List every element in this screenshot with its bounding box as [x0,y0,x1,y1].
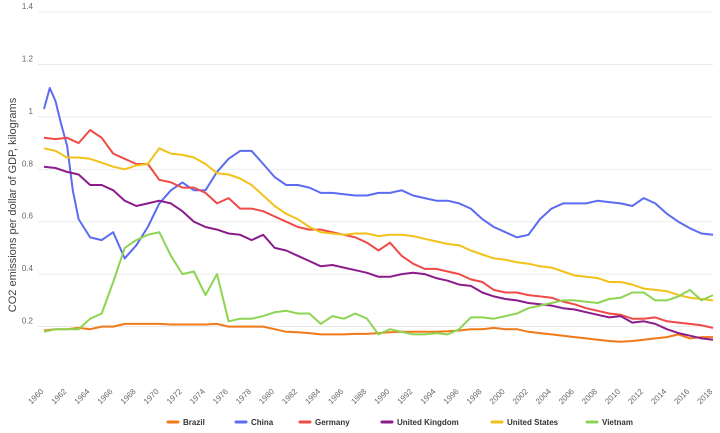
series-line-united-states [43,147,714,302]
x-tick-label: 1988 [349,387,368,406]
x-tick-label: 1996 [442,387,461,406]
x-tick-label: 1972 [165,387,184,406]
legend-item-united-kingdom[interactable]: United Kingdom [380,418,459,427]
series-line-united-kingdom [43,165,714,341]
x-tick-label: 1990 [373,387,392,406]
x-tick-label: 1998 [465,387,484,406]
y-tick-label: 1.2 [22,54,34,63]
x-tick-label: 1970 [142,387,161,406]
x-tick-label: 1986 [326,387,345,406]
legend-item-united-states[interactable]: United States [490,418,559,427]
x-tick-label: 1962 [50,387,69,406]
x-tick-label: 1964 [73,387,92,406]
y-tick-label: 1 [29,107,34,116]
y-axis-label: CO2 emissions per dollar of GDP, kilogra… [7,97,19,312]
x-tick-label: 1978 [234,387,253,406]
series-line-vietnam [43,231,714,336]
series-line-china [43,87,714,260]
legend-label: Vietnam [602,418,633,427]
x-tick-label: 2010 [603,387,622,406]
legend-item-germany[interactable]: Germany [298,418,350,427]
x-tick-label: 2012 [626,387,645,406]
series-lines [43,87,714,343]
x-tick-label: 2016 [672,387,691,406]
x-tick-label: 1966 [96,387,115,406]
x-tick-label: 2014 [649,387,668,406]
series-line-germany [43,129,714,329]
x-tick-label: 2018 [695,387,714,406]
legend-label: United Kingdom [397,418,459,427]
y-axis: 0.2 0.4 0.6 0.8 1 1.2 1.4 [22,2,34,326]
y-tick-label: 0.2 [22,317,34,326]
x-tick-label: 1968 [119,387,138,406]
x-tick-label: 2000 [488,387,507,406]
y-tick-label: 1.4 [22,2,34,11]
legend-item-brazil[interactable]: Brazil [166,418,205,427]
x-tick-label: 2008 [580,387,599,406]
x-tick-label: 1974 [188,387,207,406]
grid [38,11,713,327]
legend-item-vietnam[interactable]: Vietnam [585,418,633,427]
legend: Brazil China Germany United Kingdom United S… [166,418,633,427]
x-tick-label: 1992 [396,387,415,406]
y-tick-label: 0.4 [22,264,34,273]
legend-item-china[interactable]: China [234,418,274,427]
x-axis: 1960 1962 1964 1966 1968 1970 1972 1974 1976 1978… [26,387,714,406]
x-tick-label: 2002 [511,387,530,406]
x-tick-label: 1984 [303,387,322,406]
legend-label: China [251,418,274,427]
legend-label: Germany [315,418,350,427]
x-tick-label: 1980 [257,387,276,406]
x-tick-label: 1994 [419,387,438,406]
legend-label: Brazil [183,418,205,427]
x-tick-label: 1960 [26,387,45,406]
y-tick-label: 0.8 [22,159,34,168]
y-tick-label: 0.6 [22,212,34,221]
x-tick-label: 2004 [534,387,553,406]
legend-label: United States [507,418,559,427]
x-tick-label: 2006 [557,387,576,406]
x-tick-label: 1976 [211,387,230,406]
x-tick-label: 1982 [280,387,299,406]
